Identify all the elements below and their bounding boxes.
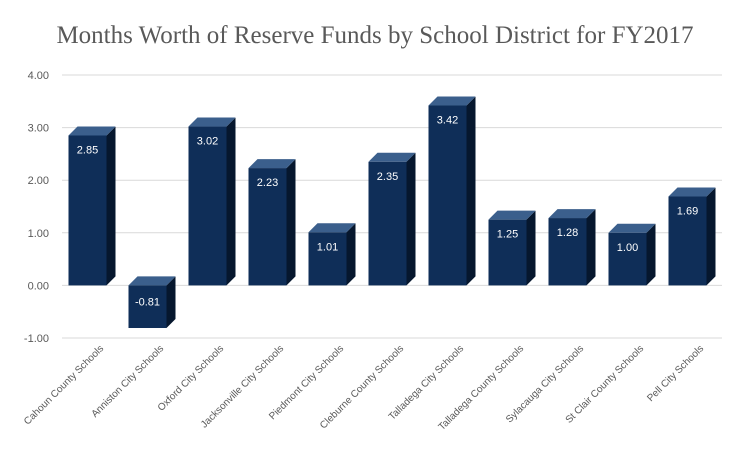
bar: [368, 161, 407, 286]
data-label: 1.28: [557, 227, 578, 239]
bar: [188, 126, 227, 286]
bar: [128, 285, 167, 329]
data-label: 2.23: [257, 177, 278, 189]
y-tick-label: 3.00: [28, 123, 49, 135]
data-label: 1.69: [677, 206, 698, 218]
bar: [308, 232, 347, 286]
y-tick-label: 2.00: [28, 175, 49, 187]
data-label: -0.81: [135, 296, 160, 308]
bar-side: [406, 152, 416, 286]
bar: [248, 168, 287, 286]
bar-top: [548, 209, 596, 219]
bar-top: [308, 223, 356, 233]
bar: [608, 232, 647, 286]
bar-side: [706, 187, 716, 286]
bar: [548, 218, 587, 286]
data-label: 1.25: [497, 229, 518, 241]
bar-top: [248, 159, 296, 169]
bar: [488, 219, 527, 286]
bar-top: [668, 187, 716, 197]
data-label: 1.01: [317, 241, 338, 253]
bar-top: [368, 152, 416, 162]
bar-top: [608, 223, 656, 233]
bar: [668, 196, 707, 286]
bar-side: [466, 96, 476, 286]
y-tick-label: 0.00: [28, 280, 49, 292]
data-label: 3.02: [197, 136, 218, 148]
bar-top: [488, 210, 536, 220]
data-label: 2.85: [77, 144, 98, 156]
data-label: 1.00: [617, 242, 638, 254]
chart-title: Months Worth of Reserve Funds by School …: [56, 22, 694, 49]
data-label: 3.42: [437, 115, 458, 127]
bar-side: [106, 126, 116, 286]
category-label: Oxford City Schools: [156, 343, 226, 413]
bar-side: [586, 209, 596, 286]
bar-side: [286, 159, 296, 286]
bar-top: [128, 276, 176, 286]
bar-top: [188, 117, 236, 127]
y-tick-label: 4.00: [28, 70, 49, 82]
bar-top: [428, 96, 476, 106]
y-tick-label: -1.00: [24, 333, 49, 345]
bar-side: [166, 276, 176, 329]
bar-side: [526, 210, 536, 286]
bar-top: [68, 126, 116, 136]
category-label: Pell City Schools: [645, 343, 706, 404]
bar: [428, 105, 467, 286]
y-tick-label: 1.00: [28, 228, 49, 240]
bar: [68, 135, 107, 286]
bar-side: [346, 223, 356, 286]
bar-side: [226, 117, 236, 286]
bar-side: [646, 223, 656, 286]
data-label: 2.35: [377, 171, 398, 183]
